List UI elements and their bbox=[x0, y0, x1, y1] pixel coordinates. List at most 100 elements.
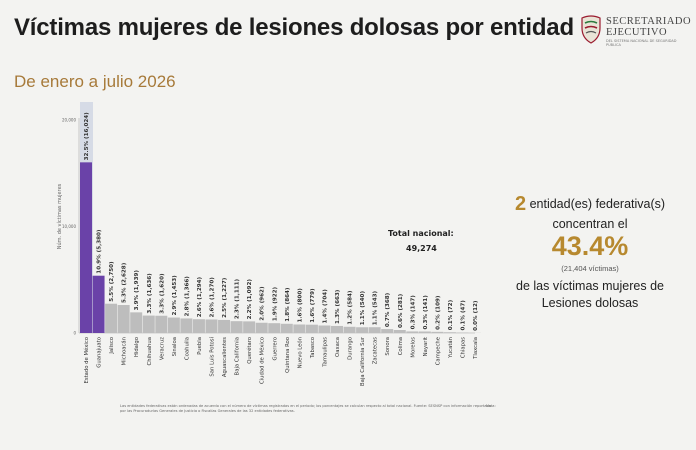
y-tick-label: 0 bbox=[73, 331, 76, 336]
bar bbox=[105, 303, 118, 333]
summary-count: 2 bbox=[514, 193, 527, 215]
category-label: Sinaloa bbox=[172, 337, 178, 356]
logo-line-2: EJECUTIVO bbox=[606, 27, 668, 38]
bar bbox=[343, 326, 356, 333]
bar bbox=[293, 324, 306, 333]
bar bbox=[243, 321, 256, 333]
bar bbox=[443, 332, 456, 333]
category-label: Tamaulipas bbox=[322, 337, 328, 368]
data-label: 3.3% (1,620) bbox=[159, 273, 165, 314]
bar bbox=[393, 330, 406, 333]
page-title: Víctimas mujeres de lesiones dolosas por… bbox=[14, 14, 574, 41]
data-label: 1.6% (800) bbox=[297, 288, 303, 323]
data-label: 1.9% (922) bbox=[272, 286, 278, 321]
data-label: 2.8% (1,366) bbox=[184, 276, 190, 317]
bar bbox=[142, 315, 155, 333]
data-label: 0.6% (281) bbox=[398, 293, 404, 328]
category-label: San Luis Potosí bbox=[209, 336, 216, 376]
summary-line-3: de las víctimas mujeres de Lesiones dolo… bbox=[490, 278, 690, 312]
data-label: 5.3% (2,628) bbox=[122, 262, 128, 303]
data-label: 0.7% (368) bbox=[385, 292, 391, 327]
category-label: Guanajuato bbox=[97, 337, 103, 368]
data-label: 5.5% (2,750) bbox=[109, 261, 115, 302]
bar bbox=[381, 329, 394, 333]
category-label: Zacatecas bbox=[373, 337, 379, 365]
category-label: Chiapas bbox=[461, 337, 467, 358]
data-label: 3.3% (1,636) bbox=[147, 273, 153, 314]
category-label: Michoacán bbox=[121, 337, 128, 365]
category-label: Veracruz bbox=[159, 337, 165, 360]
bar bbox=[130, 312, 143, 333]
bar bbox=[268, 323, 281, 333]
category-label: Jalisco bbox=[109, 337, 115, 355]
data-label: 2.5% (1,227) bbox=[222, 277, 228, 318]
bar bbox=[305, 324, 318, 333]
category-label: Baja California bbox=[235, 337, 241, 375]
y-axis-label: Núm. de víctimas mujeres bbox=[56, 183, 63, 249]
logo: SECRETARIADO EJECUTIVO DEL SISTEMA NACIO… bbox=[580, 14, 692, 48]
data-label: 2.6% (1,270) bbox=[210, 277, 216, 318]
category-label: Estado de México bbox=[83, 337, 90, 384]
data-label: 1.2% (584) bbox=[348, 290, 354, 325]
data-label: 32.5% (16,024) bbox=[84, 112, 90, 160]
category-label: Hidalgo bbox=[134, 337, 140, 357]
summary-line-1: 2 entidad(es) federativa(s) bbox=[490, 193, 690, 216]
bar bbox=[331, 325, 343, 333]
bar bbox=[406, 331, 419, 333]
summary-line-3b: Lesiones dolosas bbox=[541, 296, 639, 310]
y-tick-label: 10,000 bbox=[62, 224, 76, 229]
data-label: 2.3% (1,111) bbox=[235, 278, 241, 319]
data-label: 1.1% (540) bbox=[360, 291, 366, 326]
total-label: Total nacional: bbox=[388, 229, 454, 238]
summary-victims: (21,404 víctimas) bbox=[561, 264, 619, 273]
bar bbox=[318, 325, 331, 333]
bar bbox=[167, 317, 180, 333]
category-label: Morelos bbox=[410, 337, 416, 358]
category-label: Durango bbox=[348, 337, 354, 360]
data-label: 0.1% (47) bbox=[461, 300, 467, 331]
bar bbox=[80, 162, 92, 333]
category-label: Quintana Roo bbox=[285, 337, 291, 373]
bar bbox=[180, 318, 193, 333]
data-label: 1.6% (779) bbox=[310, 288, 316, 323]
footnote: Las entidades federativas están ordenada… bbox=[120, 404, 492, 413]
category-label: Nayarit bbox=[423, 337, 429, 356]
data-label: 0.3% (147) bbox=[410, 295, 416, 330]
category-label: Campeche bbox=[435, 337, 441, 365]
category-label: Yucatán bbox=[447, 337, 454, 359]
data-label: 2.2% (1,092) bbox=[247, 279, 253, 320]
category-label: Guerrero bbox=[272, 337, 278, 360]
data-label: 1.4% (704) bbox=[322, 289, 328, 324]
total-value: 49,274 bbox=[406, 244, 437, 253]
data-label: 2.0% (962) bbox=[260, 286, 266, 321]
category-label: Coahuila bbox=[184, 337, 190, 360]
data-label: 3.9% (1,939) bbox=[134, 270, 140, 311]
category-label: Aguascalientes bbox=[222, 337, 228, 377]
data-label: 0.1% (72) bbox=[448, 299, 454, 330]
bar bbox=[456, 332, 469, 333]
bar bbox=[431, 331, 444, 333]
summary-line-2: concentran el bbox=[552, 217, 628, 231]
data-label: 2.9% (1,453) bbox=[172, 275, 178, 316]
category-label: Puebla bbox=[197, 337, 203, 355]
category-label: Tabasco bbox=[310, 337, 316, 359]
data-label: 10.9% (5,380) bbox=[97, 229, 103, 274]
page-subtitle: De enero a julio 2026 bbox=[14, 72, 176, 91]
summary-panel: 2 entidad(es) federativa(s) concentran e… bbox=[490, 193, 690, 312]
data-label: 1.8% (864) bbox=[285, 287, 291, 322]
summary-line-3a: de las víctimas mujeres de bbox=[516, 279, 664, 293]
category-label: Sonora bbox=[385, 337, 391, 356]
category-label: Ciudad de México bbox=[259, 337, 266, 384]
logo-line-1: SECRETARIADO bbox=[606, 16, 692, 27]
data-label: 1.1% (543) bbox=[373, 291, 379, 326]
data-label: 2.6% (1,294) bbox=[197, 277, 203, 318]
bar bbox=[255, 322, 268, 333]
bar bbox=[280, 323, 293, 333]
category-label: Oaxaca bbox=[335, 337, 341, 357]
summary-percent: 43.4% bbox=[551, 231, 629, 261]
category-label: Colima bbox=[398, 337, 404, 355]
bar bbox=[368, 327, 381, 333]
category-label: Tlaxcala bbox=[473, 337, 479, 360]
logo-line-3: DEL SISTEMA NACIONAL DE SEGURIDAD PÚBLIC… bbox=[606, 39, 677, 47]
